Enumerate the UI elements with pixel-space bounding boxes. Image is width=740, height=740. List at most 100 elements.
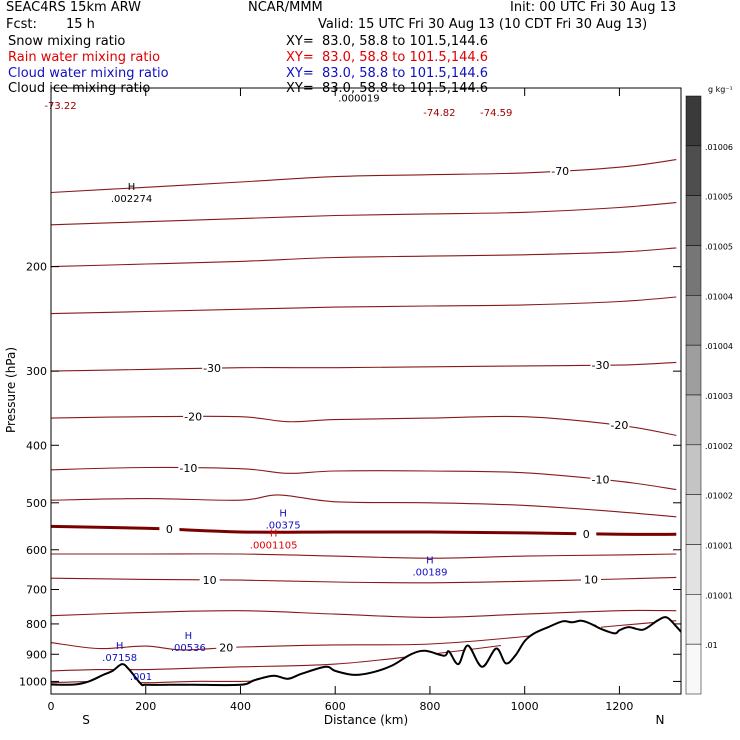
x-tick-label: 1000 <box>511 700 539 713</box>
max-marker: H <box>426 555 434 566</box>
max-value: .002274 <box>111 194 152 205</box>
colorbar-label: .01002 <box>705 492 733 501</box>
isotherm-label-bg <box>550 164 571 177</box>
isotherm-label-bg <box>581 573 601 586</box>
annotations: H.002274-73.22-74.82 -74.59.000019H.00375… <box>44 94 512 683</box>
y-tick-label: 700 <box>26 584 47 597</box>
max-marker: H <box>270 529 278 540</box>
x-tick-label: 200 <box>135 700 156 713</box>
isotherm-label: 10 <box>584 574 598 587</box>
y-tick-label: 400 <box>26 439 47 452</box>
colorbar-swatch <box>685 344 702 396</box>
plot-frame <box>50 87 682 695</box>
terrain-profile <box>50 616 682 694</box>
colorbar-label: .01006 <box>705 143 733 152</box>
colorbar-label: .01004 <box>705 342 733 351</box>
colorbar-swatch <box>685 295 702 346</box>
field-cloudwater-name: Cloud water mixing ratio <box>8 66 169 81</box>
colorbar-swatch <box>685 394 702 446</box>
max-marker: H <box>128 182 136 193</box>
isotherm-m60 <box>50 202 677 226</box>
field-rain-xy: XY= 83.0, 58.8 to 101.5,144.6 <box>286 50 489 65</box>
colorbar: .01006 .01005 .01005 .01004 .01004 .01003 .010… <box>685 95 733 695</box>
colorbar-label: .01005 <box>705 193 733 202</box>
isotherm-m30 <box>50 361 677 372</box>
fcst-value: 15 h <box>66 17 95 32</box>
colorbar-label: .01003 <box>705 392 733 401</box>
isotherm-label: 0 <box>583 528 590 541</box>
field-cloudwater-xy: XY= 83.0, 58.8 to 101.5,144.6 <box>286 66 489 81</box>
isotherm-label: -10 <box>179 462 197 475</box>
max-value: .00536 <box>171 643 206 654</box>
colorbar-swatch <box>685 444 702 495</box>
isotherm-m40 <box>50 296 677 315</box>
colorbar-label: .01005 <box>705 243 733 252</box>
isotherm-label: -10 <box>591 474 609 487</box>
max-value: .00189 <box>412 567 447 578</box>
isotherm-5 <box>51 553 677 559</box>
colorbar-unit: g kg⁻¹ <box>708 85 733 94</box>
model-title: SEAC4RS 15km ARW <box>6 0 142 15</box>
isotherm-label-bg <box>178 462 199 475</box>
y-tick-label: 300 <box>26 365 47 378</box>
isotherm-label-bg <box>183 410 204 423</box>
temperature-contours: -70-30-30-20-20-10-10001010202020 <box>50 159 677 684</box>
x-tick-label: 0 <box>48 700 55 713</box>
max-value: -74.82 <box>423 108 455 119</box>
isotherm-m20 <box>50 415 677 436</box>
isotherm-label: -20 <box>184 411 202 424</box>
y-tick-label: 1000 <box>19 675 47 688</box>
colorbar-label: .01004 <box>705 292 733 301</box>
colorbar-swatch <box>685 643 702 695</box>
colorbar-label: .01002 <box>705 442 733 451</box>
colorbar-swatch <box>685 544 702 595</box>
center-name: NCAR/MMM <box>248 0 323 15</box>
isotherm-15 <box>50 609 677 618</box>
max-value: .00375 <box>266 520 301 531</box>
isotherm-label: 10 <box>203 574 217 587</box>
terrain-fill <box>51 617 681 694</box>
max-marker: H <box>116 641 124 652</box>
y-tick-label: 800 <box>26 618 47 631</box>
isotherm-label-bg <box>590 473 611 486</box>
isotherm-label-bg <box>159 523 180 536</box>
colorbar-swatch <box>685 195 702 246</box>
y-axis-label: Pressure (hPa) <box>4 347 18 433</box>
isotherm-m50 <box>50 247 677 268</box>
field-snow-name: Snow mixing ratio <box>8 34 126 49</box>
max-value: .07158 <box>102 653 137 664</box>
y-tick-label: 200 <box>26 261 47 274</box>
isotherm-label: 20 <box>219 642 233 655</box>
max-value: -73.22 <box>44 101 76 112</box>
isotherm-label-bg <box>216 641 237 654</box>
x-tick-label: 600 <box>325 700 346 713</box>
field-rain-name: Rain water mixing ratio <box>8 50 161 65</box>
colorbar-swatch <box>685 145 702 196</box>
init-time: Init: 00 UTC Fri 30 Aug 13 <box>510 0 677 15</box>
colorbar-swatch <box>685 95 702 147</box>
max-value: .000019 <box>338 94 379 105</box>
isotherm-label-bg <box>199 573 220 586</box>
terrain-line <box>50 616 682 687</box>
y-tick-label: 500 <box>26 497 47 510</box>
colorbar-swatch <box>685 245 702 296</box>
x-tick-label: 1200 <box>605 700 633 713</box>
isotherm-label-bg <box>590 359 611 372</box>
isotherm-label: -30 <box>203 362 221 375</box>
x-tick-label: 400 <box>230 700 251 713</box>
max-marker: H <box>185 631 193 642</box>
colorbar-label: .01 <box>705 641 718 650</box>
colorbar-swatch <box>685 494 702 545</box>
colorbar-swatch <box>685 594 702 645</box>
isotherm-label: -30 <box>591 359 609 372</box>
max-value: .001 <box>130 672 152 683</box>
max-marker: H <box>279 508 287 519</box>
isotherm-label: -70 <box>551 165 569 178</box>
valid-time: Valid: 15 UTC Fri 30 Aug 13 (10 CDT Fri … <box>318 17 648 32</box>
right-end-label: N <box>656 713 665 727</box>
left-end-label: S <box>82 713 90 727</box>
axes: 0 200 400 600 800 1000 12002003004005006007008… <box>19 88 681 713</box>
isotherm-label: 0 <box>166 523 173 536</box>
isotherm-label-bg <box>576 527 597 540</box>
